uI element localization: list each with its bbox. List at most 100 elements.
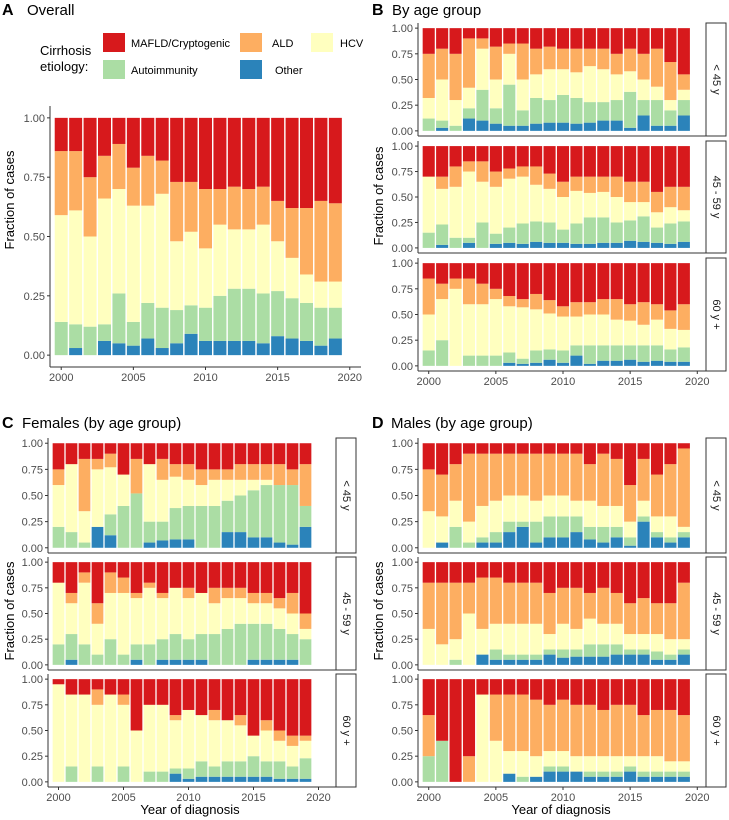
- bar-2015-autoimmunity: [624, 766, 637, 772]
- bar-2012-hcv: [208, 720, 221, 767]
- bar-2001-other: [436, 127, 449, 131]
- bar-2002-mafld: [78, 443, 91, 459]
- bar-2003-ald: [98, 155, 111, 199]
- bar-2016-autoimmunity: [637, 771, 650, 777]
- bar-2003-mafld: [98, 117, 111, 156]
- bar-2001-hcv: [436, 79, 449, 121]
- bar-2017-mafld: [273, 679, 286, 731]
- bar-2019-mafld: [677, 146, 690, 187]
- panel-a-title: Overall: [27, 2, 75, 19]
- x-tick-label: 2010: [551, 792, 575, 804]
- bar-2019-ald: [677, 715, 690, 762]
- bar-2000-ald: [52, 469, 65, 486]
- bar-2000-autoimmunity: [52, 644, 65, 665]
- bar-2008-mafld: [530, 443, 543, 454]
- bar-2002-hcv: [449, 288, 462, 366]
- bar-2004-hcv: [476, 48, 489, 90]
- y-tick-label: 0.75: [22, 700, 43, 712]
- bar-2011-other: [570, 123, 583, 131]
- bar-2019-mafld: [677, 263, 690, 305]
- bar-2014-autoimmunity: [610, 222, 623, 243]
- bar-2003-ald: [462, 38, 476, 88]
- bar-2009-hcv: [543, 69, 556, 101]
- bar-2009-hcv: [543, 634, 556, 650]
- bar-2018-hcv: [664, 761, 677, 772]
- bar-2013-other: [242, 340, 256, 356]
- bar-2017-ald: [273, 464, 286, 486]
- bar-2012-ald: [227, 186, 241, 230]
- bar-2018-autoimmunity: [664, 771, 677, 777]
- bar-2010-autoimmunity: [182, 639, 195, 660]
- y-tick-label: 0.75: [392, 49, 413, 61]
- bar-2004-ald: [476, 161, 489, 182]
- bar-2015-ald: [271, 200, 285, 242]
- bar-2013-hcv: [597, 756, 610, 772]
- bar-2009-ald: [543, 592, 556, 635]
- bar-2001-other: [69, 348, 83, 356]
- bar-2008-other: [530, 241, 543, 248]
- bar-2018-autoimmunity: [286, 485, 299, 545]
- bar-2008-mafld: [530, 146, 543, 167]
- y-tick-label: 0.00: [392, 543, 413, 555]
- bar-2010-mafld: [199, 117, 212, 190]
- bar-2001-mafld: [436, 146, 449, 177]
- legend-swatch-ald: [240, 33, 262, 52]
- bar-2007-hcv: [516, 79, 529, 111]
- bar-2006-ald: [130, 592, 143, 599]
- bar-2004-hcv: [112, 189, 126, 294]
- bar-2010-other: [556, 537, 570, 548]
- bar-2019-mafld: [677, 562, 690, 583]
- legend-label-ald: ALD: [272, 38, 293, 50]
- bar-2001-other: [436, 244, 449, 248]
- bar-2014-hcv: [610, 197, 623, 223]
- legend-swatch-mafld: [103, 33, 125, 52]
- y-tick-label: 0.00: [392, 126, 413, 138]
- bar-2005-autoimmunity: [126, 321, 140, 346]
- bar-2006-hcv: [503, 53, 516, 85]
- bar-2007-hcv: [143, 704, 156, 772]
- bar-2004-hcv: [476, 628, 489, 655]
- bar-2011-other: [570, 243, 583, 248]
- bar-2014-other: [610, 360, 623, 366]
- bar-2014-other: [234, 776, 247, 782]
- bar-2012-ald: [583, 48, 596, 67]
- bar-2008-mafld: [170, 117, 184, 182]
- bar-2014-mafld: [610, 562, 623, 593]
- bar-2015-ald: [624, 304, 637, 321]
- bar-2009-other: [543, 654, 556, 665]
- bar-2019-other: [299, 526, 312, 548]
- bar-2017-mafld: [650, 28, 664, 49]
- legend-title-line1: Cirrhosis: [40, 43, 92, 58]
- bar-2018-ald: [664, 464, 677, 517]
- bar-2015-autoimmunity: [624, 220, 637, 241]
- bar-2003-mafld: [462, 263, 476, 279]
- bar-2013-ald: [242, 189, 256, 230]
- bar-2015-ald: [247, 592, 260, 604]
- bar-2016-ald: [637, 181, 650, 203]
- bar-2009-autoimmunity: [543, 649, 556, 655]
- bar-2004-other: [104, 535, 117, 548]
- bar-2009-autoimmunity: [169, 508, 182, 540]
- bar-2019-hcv: [299, 628, 312, 640]
- bar-2003-other: [98, 340, 111, 356]
- bar-2013-mafld: [221, 679, 234, 721]
- bar-2011-other: [195, 776, 208, 782]
- bar-2018-ald: [664, 709, 677, 762]
- legend-title-line2: etiology:: [40, 59, 88, 74]
- bar-2001-other: [436, 542, 449, 548]
- bar-2009-autoimmunity: [543, 222, 556, 243]
- bar-2019-autoimmunity: [677, 532, 690, 538]
- bar-2013-ald: [597, 587, 610, 624]
- bar-2013-mafld: [597, 562, 610, 588]
- panel-a-header: A Overall: [2, 2, 75, 19]
- bar-2001-autoimmunity: [65, 532, 78, 548]
- bar-2004-autoimmunity: [476, 355, 489, 366]
- bar-2007-hcv: [155, 193, 169, 308]
- bar-2011-hcv: [213, 224, 227, 296]
- bar-2015-autoimmunity: [624, 345, 637, 360]
- panel-b-facet-2: 0.00 0.25 0.50 0.75 1.00 45 - 59 y: [392, 140, 727, 255]
- bar-2016-autoimmunity: [285, 298, 299, 339]
- bar-2003-autoimmunity: [462, 542, 476, 548]
- bar-2019-hcv: [677, 329, 690, 348]
- panel-a-facet-1: 0.00 0.25 0.50 0.75 1.00: [24, 106, 361, 368]
